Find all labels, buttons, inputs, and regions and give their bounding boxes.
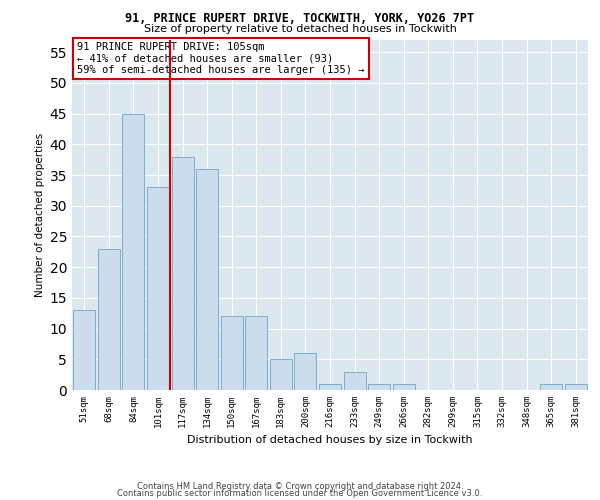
Text: 91, PRINCE RUPERT DRIVE, TOCKWITH, YORK, YO26 7PT: 91, PRINCE RUPERT DRIVE, TOCKWITH, YORK,… <box>125 12 475 26</box>
Bar <box>147 188 169 390</box>
Bar <box>295 353 316 390</box>
Bar <box>98 249 120 390</box>
Bar <box>565 384 587 390</box>
Bar <box>344 372 365 390</box>
Text: Contains HM Land Registry data © Crown copyright and database right 2024.: Contains HM Land Registry data © Crown c… <box>137 482 463 491</box>
Bar <box>196 169 218 390</box>
Bar <box>368 384 390 390</box>
Bar <box>245 316 268 390</box>
X-axis label: Distribution of detached houses by size in Tockwith: Distribution of detached houses by size … <box>187 436 473 446</box>
Bar <box>221 316 243 390</box>
Bar <box>122 114 145 390</box>
Bar <box>392 384 415 390</box>
Bar <box>172 156 194 390</box>
Y-axis label: Number of detached properties: Number of detached properties <box>35 133 46 297</box>
Text: Size of property relative to detached houses in Tockwith: Size of property relative to detached ho… <box>143 24 457 34</box>
Text: 91 PRINCE RUPERT DRIVE: 105sqm
← 41% of detached houses are smaller (93)
59% of : 91 PRINCE RUPERT DRIVE: 105sqm ← 41% of … <box>77 42 365 75</box>
Bar <box>270 360 292 390</box>
Bar <box>319 384 341 390</box>
Text: Contains public sector information licensed under the Open Government Licence v3: Contains public sector information licen… <box>118 489 482 498</box>
Bar <box>73 310 95 390</box>
Bar <box>540 384 562 390</box>
